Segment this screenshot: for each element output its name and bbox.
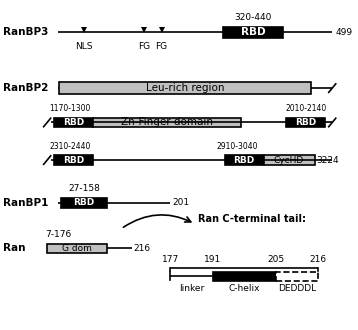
Text: 3224: 3224: [316, 155, 339, 165]
Text: 1170-1300: 1170-1300: [49, 104, 91, 113]
FancyBboxPatch shape: [263, 155, 315, 165]
Text: RBD: RBD: [241, 27, 265, 38]
FancyBboxPatch shape: [93, 117, 241, 127]
Text: RBD: RBD: [63, 155, 84, 165]
FancyBboxPatch shape: [61, 198, 107, 208]
Text: 2310-2440: 2310-2440: [49, 142, 91, 151]
Text: C-helix: C-helix: [228, 284, 260, 293]
FancyBboxPatch shape: [54, 155, 93, 165]
Text: 2910-3040: 2910-3040: [217, 142, 258, 151]
Text: RanBP2: RanBP2: [3, 83, 49, 93]
FancyBboxPatch shape: [59, 82, 311, 94]
Text: FG: FG: [138, 42, 150, 50]
Text: 191: 191: [204, 255, 221, 264]
FancyBboxPatch shape: [276, 272, 318, 281]
Text: FG: FG: [155, 42, 168, 50]
Text: 201: 201: [172, 198, 189, 207]
Text: 216: 216: [310, 255, 327, 264]
Text: 177: 177: [162, 255, 179, 264]
Text: CycHD: CycHD: [274, 155, 304, 165]
Text: Ran: Ran: [3, 244, 26, 253]
Text: 320-440: 320-440: [234, 13, 272, 22]
Text: G dom: G dom: [62, 244, 92, 253]
Text: RanBP3: RanBP3: [3, 27, 49, 38]
FancyBboxPatch shape: [47, 244, 107, 253]
Text: Leu-rich region: Leu-rich region: [146, 83, 224, 93]
Text: 27-158: 27-158: [68, 184, 100, 193]
Text: RBD: RBD: [295, 118, 316, 127]
Text: RanBP1: RanBP1: [3, 198, 49, 208]
Text: Zn-Finger domain: Zn-Finger domain: [121, 117, 213, 127]
Text: 2010-2140: 2010-2140: [285, 104, 326, 113]
FancyBboxPatch shape: [223, 27, 283, 38]
FancyBboxPatch shape: [286, 117, 325, 127]
Text: NLS: NLS: [75, 42, 93, 50]
Text: 216: 216: [134, 244, 150, 253]
Text: linker: linker: [179, 284, 204, 293]
FancyBboxPatch shape: [213, 272, 276, 281]
FancyBboxPatch shape: [54, 117, 93, 127]
Text: RBD: RBD: [63, 118, 84, 127]
Text: Ran C-terminal tail:: Ran C-terminal tail:: [198, 214, 306, 224]
FancyBboxPatch shape: [225, 155, 263, 165]
Text: RBD: RBD: [73, 198, 95, 207]
Text: 205: 205: [267, 255, 285, 264]
Text: RBD: RBD: [234, 155, 255, 165]
Text: 7-176: 7-176: [45, 230, 72, 239]
Text: DEDDDL: DEDDDL: [278, 284, 316, 293]
Text: 499: 499: [336, 28, 353, 37]
